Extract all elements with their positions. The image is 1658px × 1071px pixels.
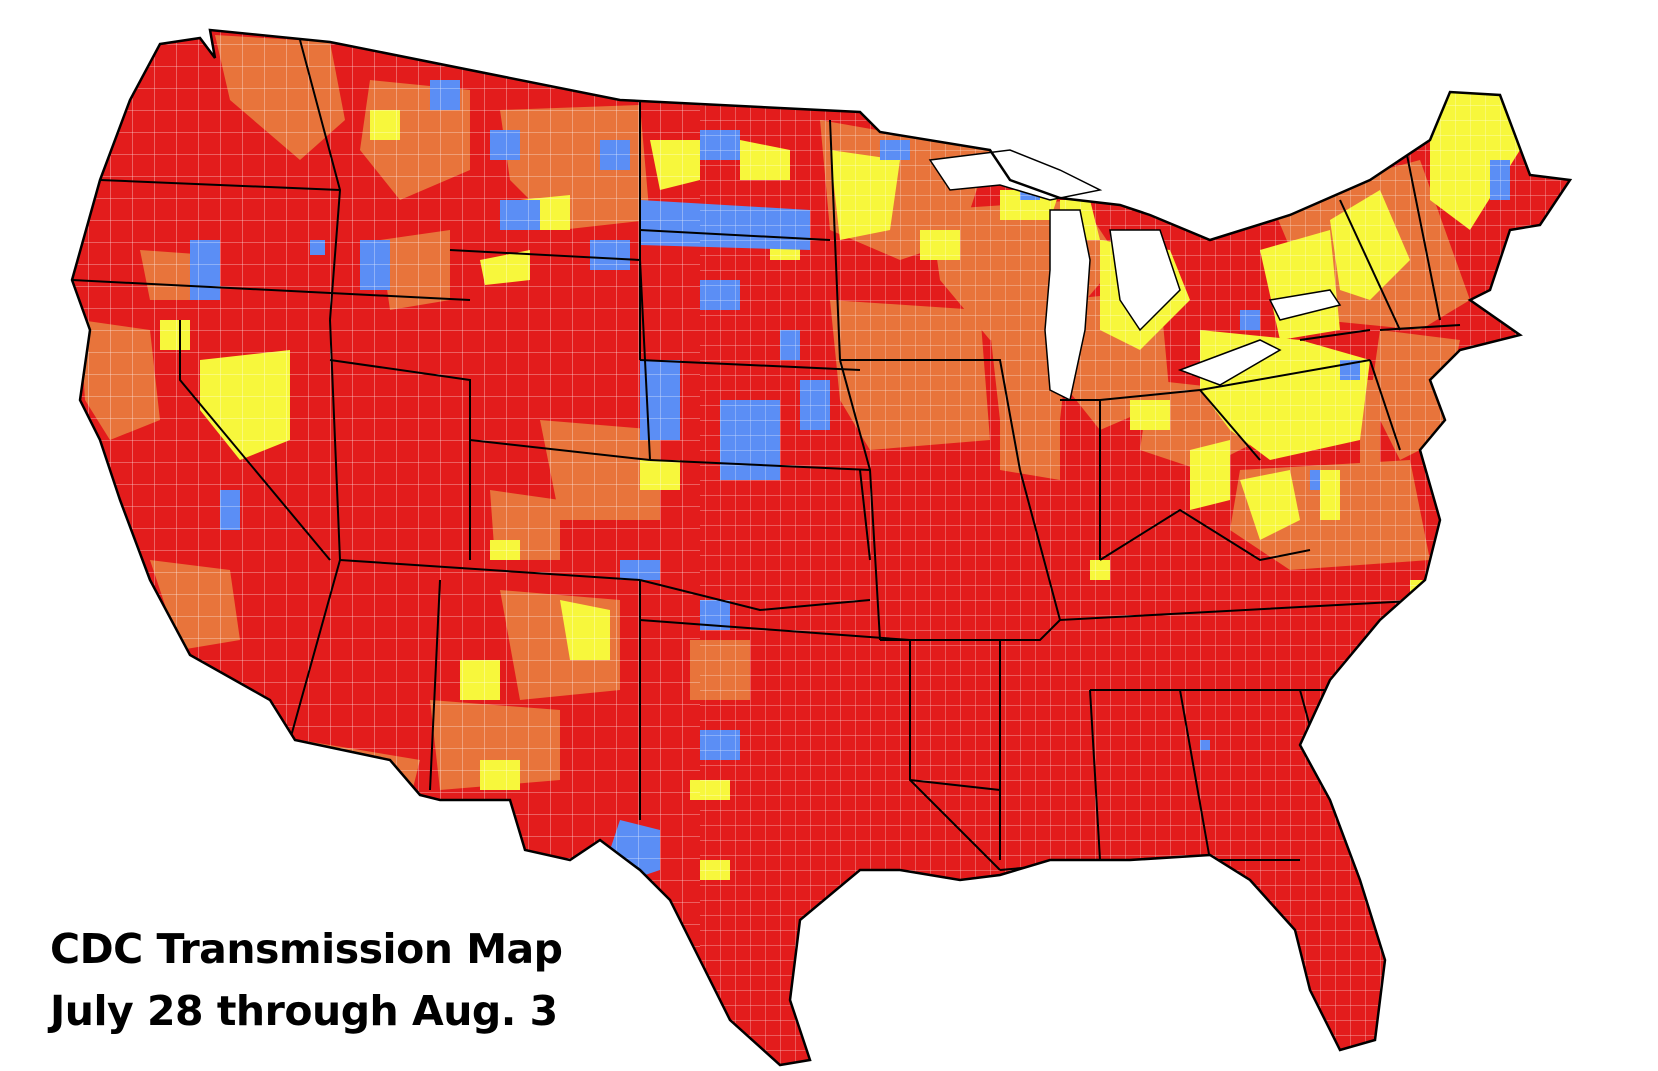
lake-erie	[1177, 339, 1282, 386]
state-borders	[72, 39, 1461, 871]
map-caption: CDC Transmission Map July 28 through Aug…	[50, 918, 563, 1042]
lake-huron	[1109, 229, 1181, 332]
lake-superior	[928, 149, 1103, 201]
lake-ontario	[1268, 289, 1342, 321]
great-lakes	[928, 149, 1342, 402]
caption-title: CDC Transmission Map	[50, 925, 563, 973]
caption-date-range: July 28 through Aug. 3	[50, 987, 558, 1035]
